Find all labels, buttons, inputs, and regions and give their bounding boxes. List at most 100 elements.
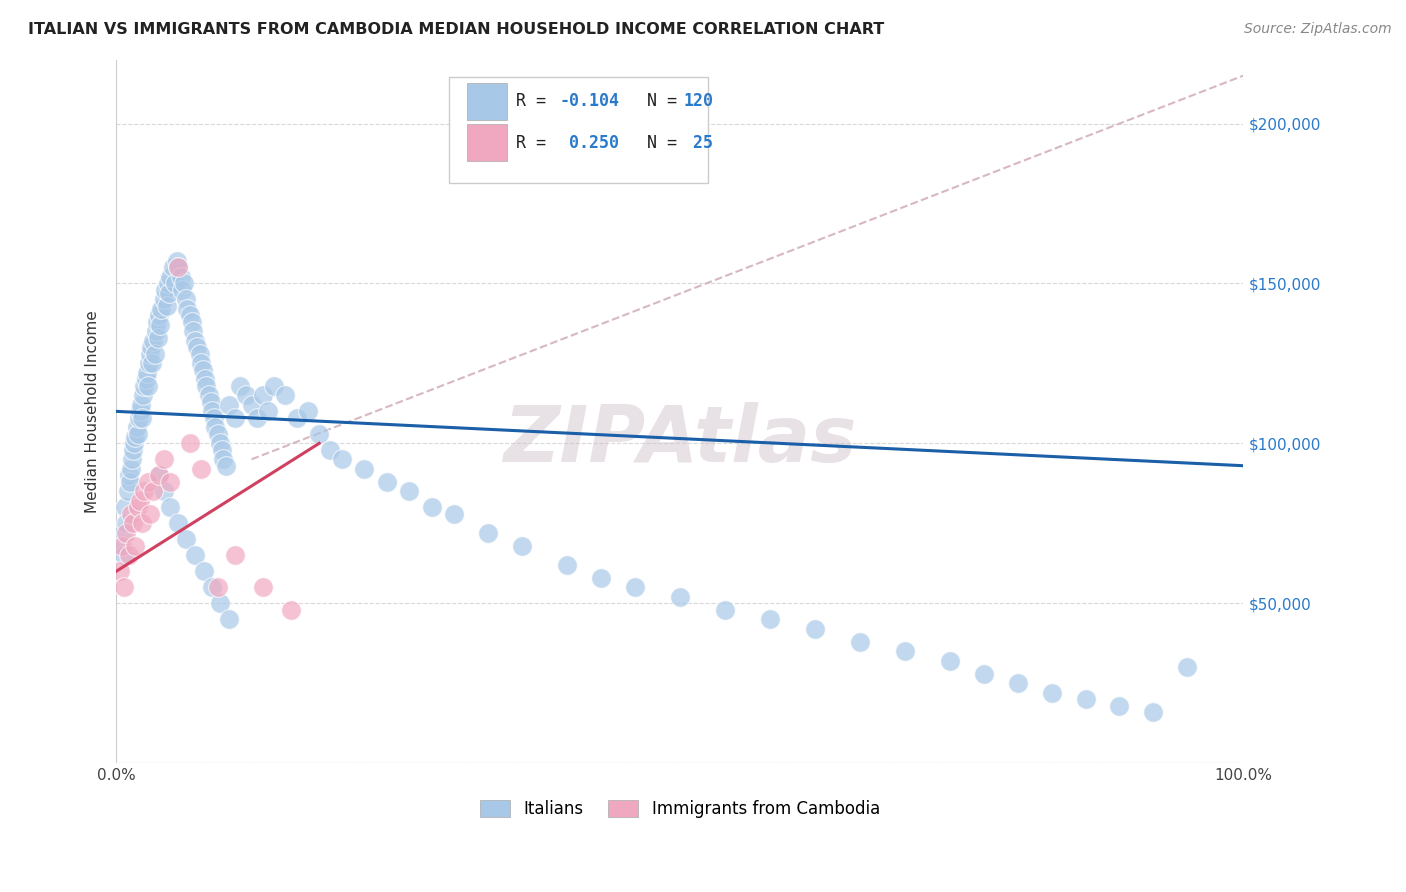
Point xyxy=(263,378,285,392)
Point xyxy=(201,404,224,418)
Point xyxy=(555,558,578,572)
Point xyxy=(179,436,201,450)
Point xyxy=(152,452,174,467)
Point xyxy=(115,516,138,531)
Text: -0.104: -0.104 xyxy=(560,92,619,111)
Point xyxy=(398,484,420,499)
Point xyxy=(894,644,917,658)
Point xyxy=(146,315,169,329)
Point xyxy=(159,500,181,515)
Point xyxy=(124,436,146,450)
Point xyxy=(714,602,737,616)
Text: ITALIAN VS IMMIGRANTS FROM CAMBODIA MEDIAN HOUSEHOLD INCOME CORRELATION CHART: ITALIAN VS IMMIGRANTS FROM CAMBODIA MEDI… xyxy=(28,22,884,37)
Point xyxy=(308,426,330,441)
Text: Source: ZipAtlas.com: Source: ZipAtlas.com xyxy=(1244,22,1392,37)
Point xyxy=(204,420,226,434)
Point xyxy=(139,507,162,521)
Point xyxy=(188,347,211,361)
Point xyxy=(297,404,319,418)
Point xyxy=(125,420,148,434)
Point xyxy=(159,475,181,489)
Point xyxy=(191,363,214,377)
Point xyxy=(120,462,142,476)
Point xyxy=(162,260,184,275)
Point xyxy=(280,602,302,616)
Point xyxy=(143,347,166,361)
Point xyxy=(118,548,141,562)
Point xyxy=(120,507,142,521)
Point xyxy=(129,404,152,418)
Text: N =: N = xyxy=(627,92,688,111)
Point xyxy=(142,334,165,348)
Point xyxy=(148,468,170,483)
Point xyxy=(804,622,827,636)
Point xyxy=(252,388,274,402)
Point xyxy=(148,309,170,323)
Point xyxy=(246,410,269,425)
Point xyxy=(121,452,143,467)
Point xyxy=(240,398,263,412)
Point xyxy=(181,325,204,339)
Point xyxy=(122,442,145,457)
Point xyxy=(180,315,202,329)
Point xyxy=(939,654,962,668)
Point xyxy=(108,564,131,578)
Point xyxy=(114,500,136,515)
Point xyxy=(207,426,229,441)
Point xyxy=(443,507,465,521)
Point xyxy=(319,442,342,457)
Point xyxy=(124,430,146,444)
Point xyxy=(1007,676,1029,690)
FancyBboxPatch shape xyxy=(467,83,508,120)
Point xyxy=(167,516,190,531)
Point xyxy=(135,366,157,380)
Point xyxy=(224,410,246,425)
Point xyxy=(274,388,297,402)
Point xyxy=(477,525,499,540)
Point xyxy=(131,516,153,531)
Point xyxy=(163,277,186,291)
Point xyxy=(122,516,145,531)
Point xyxy=(510,539,533,553)
Point xyxy=(131,410,153,425)
Point xyxy=(136,378,159,392)
Point xyxy=(973,666,995,681)
Point xyxy=(150,301,173,316)
Point xyxy=(208,436,231,450)
Point xyxy=(214,458,236,473)
Point xyxy=(110,539,132,553)
Point xyxy=(224,548,246,562)
Point xyxy=(170,283,193,297)
Point xyxy=(190,462,212,476)
Point xyxy=(167,260,190,275)
Point xyxy=(149,318,172,332)
Point xyxy=(148,468,170,483)
Text: ZIPAtlas: ZIPAtlas xyxy=(503,401,856,477)
Point xyxy=(201,580,224,594)
Point xyxy=(111,539,134,553)
Point xyxy=(197,388,219,402)
Point xyxy=(1175,660,1198,674)
FancyBboxPatch shape xyxy=(449,78,709,183)
Point xyxy=(184,334,207,348)
Point xyxy=(207,580,229,594)
Text: 120: 120 xyxy=(683,92,713,111)
Point xyxy=(200,394,222,409)
Point xyxy=(115,525,138,540)
Text: R =: R = xyxy=(516,92,557,111)
Point xyxy=(330,452,353,467)
Y-axis label: Median Household Income: Median Household Income xyxy=(86,310,100,513)
Point xyxy=(353,462,375,476)
Point xyxy=(139,347,162,361)
Point xyxy=(118,468,141,483)
Point xyxy=(141,356,163,370)
Point xyxy=(112,548,135,562)
Point xyxy=(141,340,163,354)
Point xyxy=(193,564,215,578)
Point xyxy=(129,398,152,412)
Point xyxy=(212,452,235,467)
Point xyxy=(135,372,157,386)
Point xyxy=(174,293,197,307)
Point xyxy=(145,325,167,339)
Point xyxy=(375,475,398,489)
